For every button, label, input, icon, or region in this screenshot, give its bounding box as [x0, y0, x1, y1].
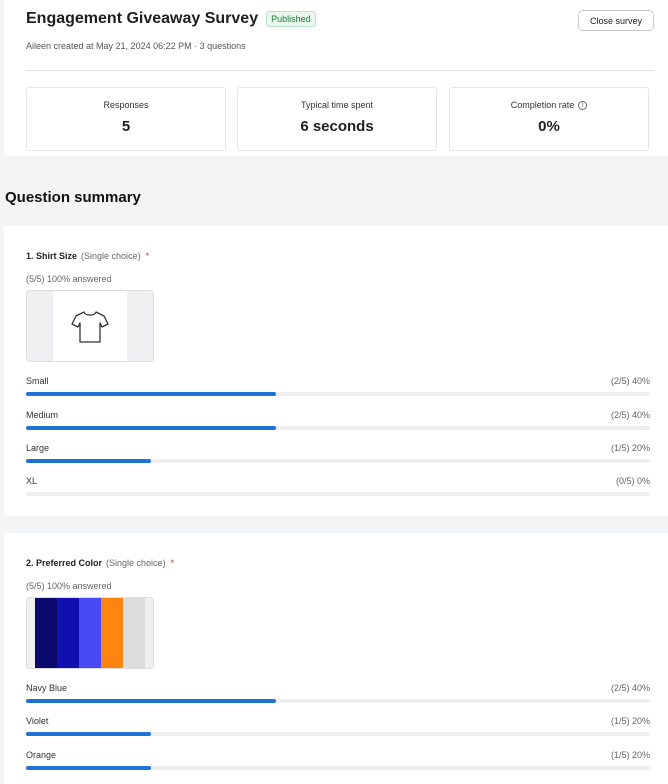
- color-swatch: [79, 598, 101, 668]
- stat-value: 0%: [538, 118, 560, 135]
- color-swatch: [123, 598, 145, 668]
- color-swatch: [101, 598, 123, 668]
- stat-time-spent: Typical time spent 6 seconds: [237, 87, 437, 151]
- option-label: Small: [26, 376, 49, 386]
- stat-label: Completion rate: [510, 100, 575, 110]
- t-shirt-icon: [71, 311, 109, 343]
- option-stat: (0/5) 0%: [615, 476, 650, 486]
- question-title: 1. Shirt Size (Single choice) *: [26, 251, 149, 261]
- progress-track: [26, 459, 650, 463]
- answered-count: (5/5) 100% answered: [26, 581, 112, 591]
- progress-fill: [26, 392, 276, 396]
- progress-fill: [26, 732, 151, 736]
- progress-track: [26, 492, 650, 496]
- question-type: (Single choice): [106, 558, 166, 568]
- option-label: Medium: [26, 410, 59, 420]
- question-type: (Single choice): [81, 251, 141, 261]
- section-title: Question summary: [5, 189, 141, 206]
- stat-label: Typical time spent: [300, 100, 374, 110]
- survey-meta: Aileen created at May 21, 2024 06:22 PM …: [26, 41, 246, 51]
- question-image: [26, 290, 154, 362]
- option-label: Violet: [26, 716, 49, 726]
- progress-fill: [26, 459, 151, 463]
- status-badge: Published: [266, 11, 316, 27]
- option-stat: (1/5) 20%: [610, 716, 650, 726]
- swatch-strip: [35, 598, 145, 668]
- option-label: Large: [26, 443, 50, 453]
- close-survey-button[interactable]: Close survey: [578, 10, 654, 31]
- question-title: 2. Preferred Color (Single choice) *: [26, 558, 174, 568]
- color-swatch-image: [26, 597, 154, 669]
- required-marker: *: [170, 558, 175, 568]
- progress-track: [26, 699, 650, 703]
- option-stat: (2/5) 40%: [610, 683, 650, 693]
- progress-track: [26, 732, 650, 736]
- color-swatch: [35, 598, 57, 668]
- option-stat: (1/5) 20%: [610, 443, 650, 453]
- question-card-2: 2. Preferred Color (Single choice) * (5/…: [4, 533, 668, 784]
- progress-fill: [26, 699, 276, 703]
- survey-header-card: Engagement Giveaway Survey Published Clo…: [4, 0, 668, 156]
- option-row: Medium (2/5) 40%: [26, 410, 650, 430]
- option-stat: (2/5) 40%: [610, 410, 650, 420]
- option-row: XL (0/5) 0%: [26, 476, 650, 496]
- option-row: Orange (1/5) 20%: [26, 750, 650, 770]
- option-stat: (2/5) 40%: [610, 376, 650, 386]
- option-row: Navy Blue (2/5) 40%: [26, 683, 650, 703]
- option-row: Large (1/5) 20%: [26, 443, 650, 463]
- option-stat: (1/5) 20%: [610, 750, 650, 760]
- answered-count: (5/5) 100% answered: [26, 274, 112, 284]
- option-label: Navy Blue: [26, 683, 68, 693]
- title-row: Engagement Giveaway Survey Published: [26, 10, 316, 28]
- stat-value: 6 seconds: [300, 118, 374, 135]
- survey-title: Engagement Giveaway Survey: [26, 10, 259, 27]
- option-row: Violet (1/5) 20%: [26, 716, 650, 736]
- progress-track: [26, 392, 650, 396]
- progress-track: [26, 426, 650, 430]
- progress-fill: [26, 766, 151, 770]
- required-marker: *: [145, 251, 150, 261]
- question-name: 1. Shirt Size: [26, 251, 78, 261]
- option-row: Small (2/5) 40%: [26, 376, 650, 396]
- option-label: Orange: [26, 750, 57, 760]
- color-swatch: [57, 598, 79, 668]
- divider: [26, 70, 654, 71]
- stat-completion-rate: Completion rate i 0%: [449, 87, 649, 151]
- question-name: 2. Preferred Color: [26, 558, 103, 568]
- option-label: XL: [26, 476, 38, 486]
- progress-track: [26, 766, 650, 770]
- stat-value: 5: [121, 118, 131, 135]
- progress-fill: [26, 426, 276, 430]
- stat-responses: Responses 5: [26, 87, 226, 151]
- stat-label: Responses: [103, 100, 149, 110]
- info-icon[interactable]: i: [578, 100, 588, 110]
- question-card-1: 1. Shirt Size (Single choice) * (5/5) 10…: [4, 226, 668, 516]
